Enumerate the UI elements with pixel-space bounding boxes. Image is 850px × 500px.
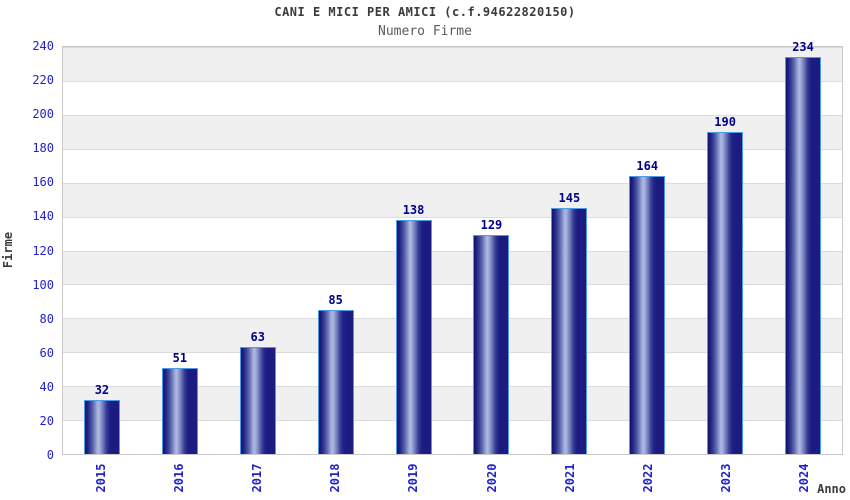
gridline — [63, 216, 842, 218]
bar-value-label: 63 — [250, 330, 265, 345]
y-tick-label: 20 — [39, 413, 54, 428]
x-axis-tick-labels: 2015 2016 2017 2018 2019 2020 2021 2022 2023 2024 — [62, 456, 843, 500]
bar-value-label: 164 — [636, 158, 659, 173]
y-axis-tick-labels: 0 20 40 60 80 100 120 140 160 180 200 220 240 — [0, 40, 54, 461]
x-tick-label: 2018 — [328, 463, 343, 493]
gridline — [63, 386, 842, 388]
gridline — [63, 114, 842, 116]
gridline — [63, 420, 842, 422]
gridline — [63, 148, 842, 150]
gridline — [63, 250, 842, 252]
y-tick-label: 180 — [32, 141, 54, 156]
bar-value-label: 85 — [328, 292, 343, 307]
x-tick-label: 2017 — [250, 463, 265, 493]
bar-2021 — [551, 208, 588, 454]
y-tick-label: 0 — [46, 448, 54, 462]
chart-title: CANI E MICI PER AMICI (c.f.94622820150) — [274, 5, 576, 19]
y-tick-label: 220 — [32, 73, 54, 88]
bar-value-label: 138 — [402, 202, 425, 217]
x-axis-title: Anno — [817, 482, 846, 496]
bar-value-label: 145 — [558, 191, 581, 206]
y-tick-label: 40 — [39, 379, 54, 394]
bar-value-label: 234 — [792, 40, 814, 55]
bar-value-label: 190 — [714, 114, 736, 129]
bar-2022 — [629, 175, 666, 454]
y-tick-label: 240 — [32, 39, 54, 53]
bar-value-label: 51 — [172, 350, 188, 365]
plot-band — [63, 47, 842, 81]
gridline — [63, 284, 842, 286]
y-tick-label: 80 — [39, 311, 54, 326]
y-tick-label: 60 — [39, 345, 54, 360]
x-tick-label: 2022 — [640, 463, 655, 493]
bar-2016 — [161, 367, 198, 454]
gridline — [63, 47, 842, 48]
x-tick-label: 2016 — [172, 463, 187, 493]
bar-value-label: 32 — [94, 382, 110, 397]
y-tick-label: 120 — [32, 243, 54, 258]
bar-2019 — [395, 219, 432, 454]
bar-2015 — [83, 399, 120, 454]
y-tick-label: 140 — [32, 209, 54, 224]
x-tick-label: 2021 — [562, 463, 577, 493]
bar-2018 — [317, 309, 354, 454]
chart-subtitle: Numero Firme — [378, 24, 472, 39]
x-tick-label: 2023 — [718, 463, 733, 493]
x-tick-label: 2015 — [94, 463, 109, 493]
bar-2023 — [707, 131, 744, 454]
bar-2020 — [473, 235, 510, 454]
x-tick-label: 2024 — [796, 463, 811, 493]
y-tick-label: 160 — [32, 175, 54, 190]
x-tick-label: 2019 — [406, 463, 421, 493]
y-tick-label: 100 — [32, 277, 54, 292]
bar-2024 — [785, 57, 822, 454]
y-tick-label: 200 — [32, 107, 54, 122]
gridline — [63, 352, 842, 354]
bar-value-label: 129 — [480, 218, 503, 233]
gridline — [63, 80, 842, 82]
gridline — [63, 182, 842, 184]
plot-area: 32 51 63 85 138 129 145 164 190 234 — [62, 41, 843, 455]
gridline — [63, 318, 842, 320]
x-tick-label: 2020 — [484, 463, 499, 493]
bar-2017 — [239, 347, 276, 454]
